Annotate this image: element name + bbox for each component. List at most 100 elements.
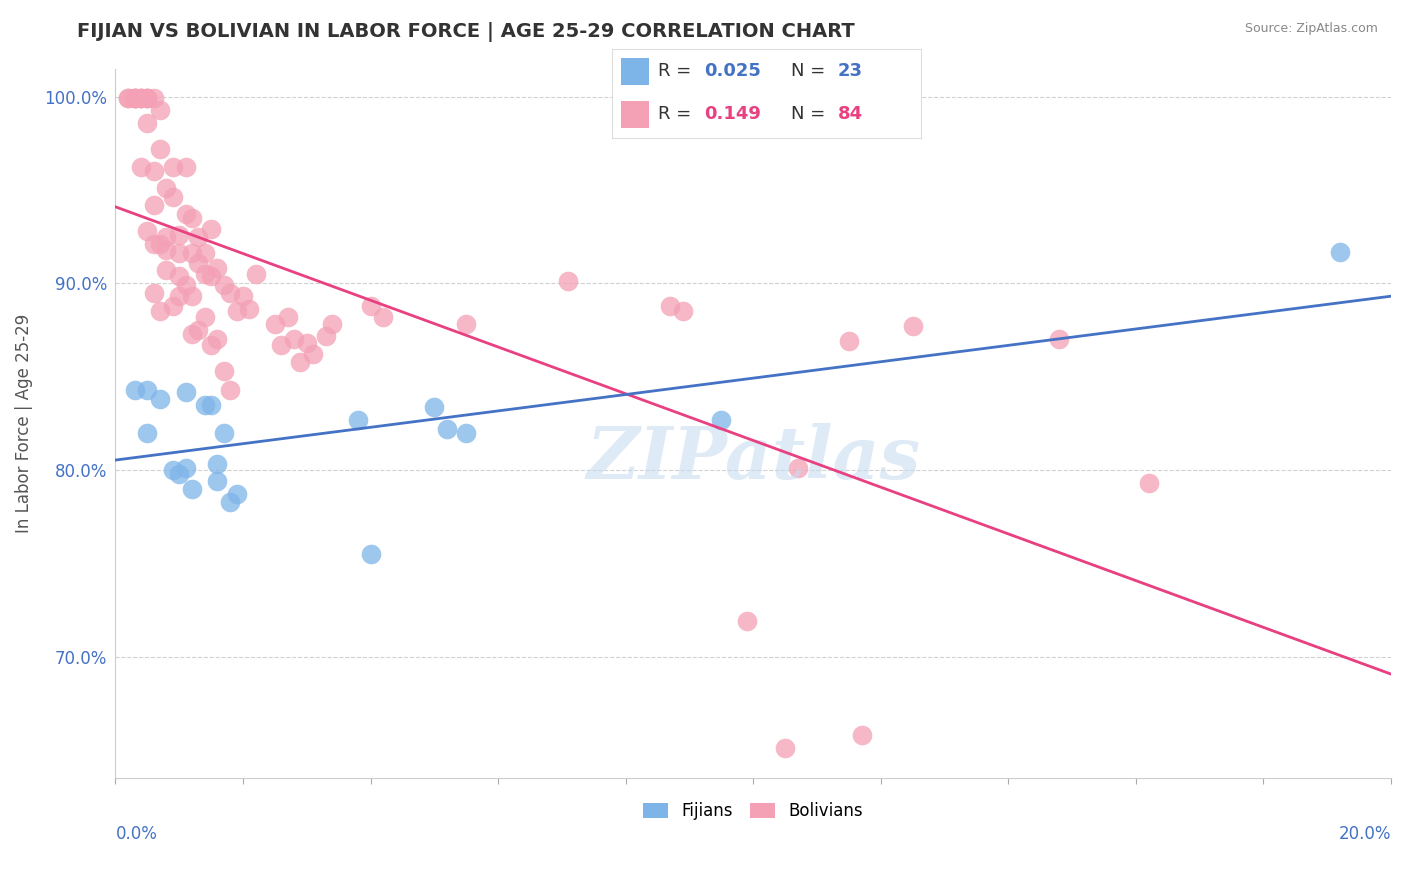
Point <box>557 274 579 288</box>
Point <box>117 91 139 105</box>
Text: Source: ZipAtlas.com: Source: ZipAtlas.com <box>1244 22 1378 36</box>
Point <box>773 741 796 756</box>
Point <box>162 190 184 204</box>
Point <box>1137 476 1160 491</box>
Point <box>207 458 229 472</box>
Point <box>901 319 924 334</box>
Point <box>212 425 235 440</box>
Point <box>735 614 758 628</box>
Point <box>149 142 172 156</box>
Point <box>360 547 382 561</box>
Point <box>142 285 165 300</box>
Point <box>283 332 305 346</box>
Point <box>219 495 242 509</box>
Point <box>174 161 197 175</box>
Point <box>245 267 267 281</box>
Point <box>149 304 172 318</box>
Text: 23: 23 <box>838 62 862 80</box>
Point <box>264 318 287 332</box>
Point <box>194 310 217 324</box>
Point <box>129 161 152 175</box>
Point <box>200 398 222 412</box>
Text: 0.025: 0.025 <box>704 62 761 80</box>
Point <box>129 91 152 105</box>
Point <box>174 207 197 221</box>
Point <box>155 243 177 257</box>
Point <box>181 211 204 225</box>
Point <box>174 384 197 399</box>
Point <box>136 383 159 397</box>
Point <box>181 326 204 341</box>
Text: 84: 84 <box>838 105 862 123</box>
Y-axis label: In Labor Force | Age 25-29: In Labor Force | Age 25-29 <box>15 314 32 533</box>
Point <box>167 268 190 283</box>
Point <box>200 222 222 236</box>
Point <box>124 91 146 105</box>
Text: R =: R = <box>658 62 697 80</box>
Point <box>219 285 242 300</box>
Point <box>142 198 165 212</box>
Point <box>136 91 159 105</box>
Point <box>174 461 197 475</box>
Point <box>456 318 478 332</box>
Point <box>315 328 337 343</box>
Text: 0.0%: 0.0% <box>115 825 157 843</box>
Point <box>225 304 247 318</box>
Point <box>117 91 139 105</box>
Text: 0.149: 0.149 <box>704 105 761 123</box>
Point <box>162 299 184 313</box>
Point <box>162 161 184 175</box>
Point <box>129 91 152 105</box>
Point <box>456 425 478 440</box>
Point <box>321 318 343 332</box>
Point <box>659 299 682 313</box>
Point <box>142 164 165 178</box>
Point <box>162 463 184 477</box>
Point <box>181 289 204 303</box>
Text: R =: R = <box>658 105 697 123</box>
Point <box>200 268 222 283</box>
Legend: Fijians, Bolivians: Fijians, Bolivians <box>637 796 870 827</box>
Point <box>136 116 159 130</box>
Point <box>232 289 254 303</box>
Point <box>295 336 318 351</box>
Point <box>212 364 235 378</box>
Point <box>373 310 395 324</box>
Point <box>207 474 229 488</box>
Point <box>174 278 197 293</box>
Point <box>155 229 177 244</box>
Point <box>207 332 229 346</box>
Point <box>124 91 146 105</box>
Point <box>270 338 292 352</box>
Point <box>194 267 217 281</box>
Point <box>200 338 222 352</box>
Point <box>136 425 159 440</box>
Point <box>149 392 172 406</box>
Point <box>142 91 165 105</box>
FancyBboxPatch shape <box>621 58 648 85</box>
FancyBboxPatch shape <box>621 101 648 128</box>
Point <box>1047 332 1070 346</box>
Point <box>277 310 299 324</box>
Point <box>181 246 204 260</box>
Point <box>167 467 190 481</box>
Text: N =: N = <box>792 62 831 80</box>
Point <box>194 246 217 260</box>
Point <box>167 246 190 260</box>
Point <box>302 347 325 361</box>
Point <box>207 261 229 276</box>
Point <box>124 91 146 105</box>
Point <box>155 263 177 277</box>
Point <box>136 91 159 105</box>
Point <box>155 181 177 195</box>
Point <box>129 91 152 105</box>
Point <box>786 461 808 475</box>
Point <box>124 383 146 397</box>
Point <box>149 237 172 252</box>
Point <box>167 227 190 242</box>
Point <box>187 323 209 337</box>
Point <box>1329 244 1351 259</box>
Text: N =: N = <box>792 105 831 123</box>
Point <box>838 334 860 348</box>
Point <box>710 412 733 426</box>
